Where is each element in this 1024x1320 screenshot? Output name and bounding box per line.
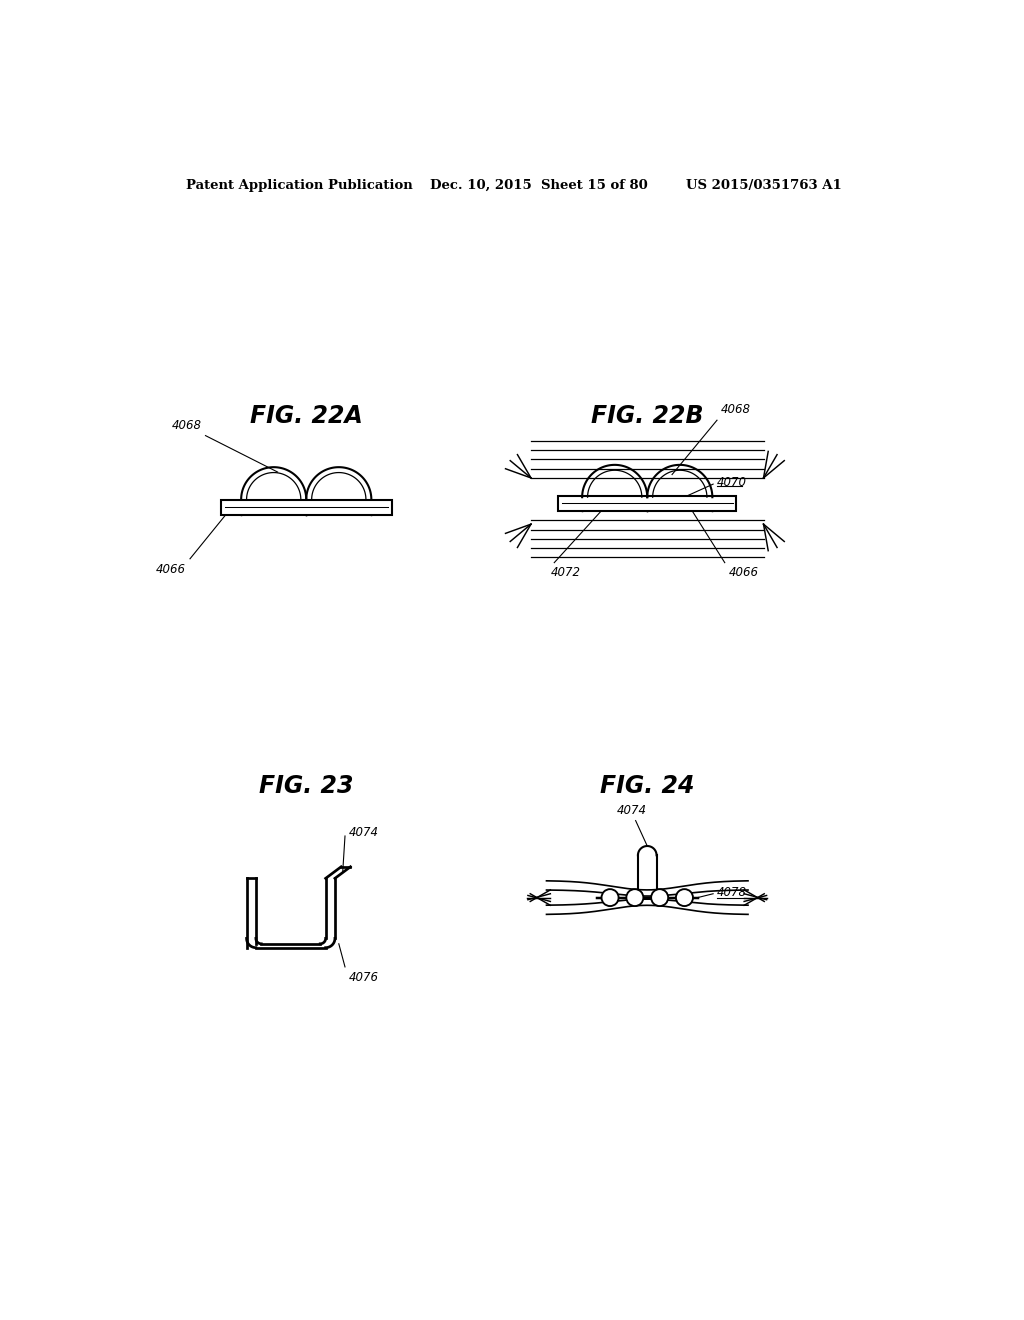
Text: 4066: 4066 [156,562,186,576]
Text: FIG. 23: FIG. 23 [259,774,353,799]
Bar [558,495,736,511]
Text: 4066: 4066 [729,566,759,579]
Text: FIG. 22A: FIG. 22A [250,404,362,429]
Bar [221,499,391,515]
Circle shape [676,890,693,906]
Text: 4070: 4070 [717,477,746,490]
Text: US 2015/0351763 A1: US 2015/0351763 A1 [686,178,842,191]
Text: FIG. 22B: FIG. 22B [591,404,703,429]
Text: 4068: 4068 [172,418,202,432]
Text: 4074: 4074 [349,825,379,838]
Text: FIG. 24: FIG. 24 [600,774,694,799]
Text: 4074: 4074 [616,804,647,817]
Text: Dec. 10, 2015  Sheet 15 of 80: Dec. 10, 2015 Sheet 15 of 80 [430,178,648,191]
Circle shape [627,890,643,906]
Text: 4078: 4078 [717,886,746,899]
Text: Patent Application Publication: Patent Application Publication [186,178,413,191]
Text: 4076: 4076 [349,970,379,983]
Text: 4072: 4072 [550,566,581,579]
Text: 4068: 4068 [721,404,751,416]
Circle shape [601,890,618,906]
Circle shape [651,890,669,906]
